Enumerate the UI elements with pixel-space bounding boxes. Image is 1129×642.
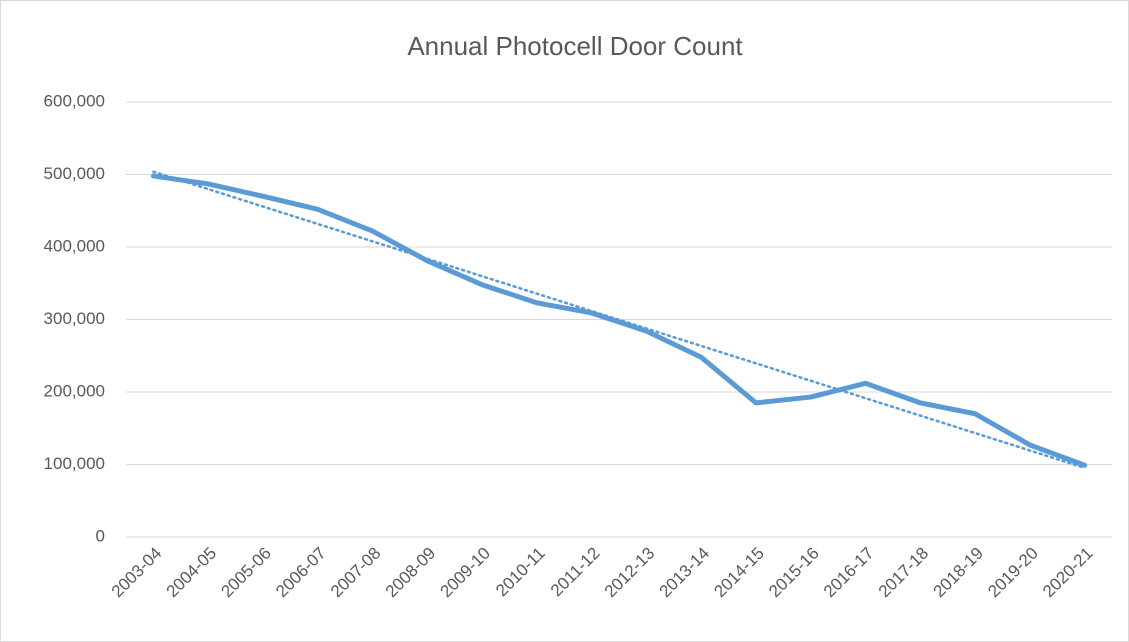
y-tick-label: 0 bbox=[96, 526, 105, 545]
y-tick-label: 200,000 bbox=[44, 381, 105, 400]
y-tick-label: 500,000 bbox=[44, 164, 105, 183]
chart-title: Annual Photocell Door Count bbox=[407, 31, 743, 61]
y-tick-label: 300,000 bbox=[44, 309, 105, 328]
y-tick-label: 100,000 bbox=[44, 454, 105, 473]
y-tick-label: 600,000 bbox=[44, 91, 105, 110]
y-tick-label: 400,000 bbox=[44, 236, 105, 255]
line-series bbox=[150, 173, 1088, 468]
